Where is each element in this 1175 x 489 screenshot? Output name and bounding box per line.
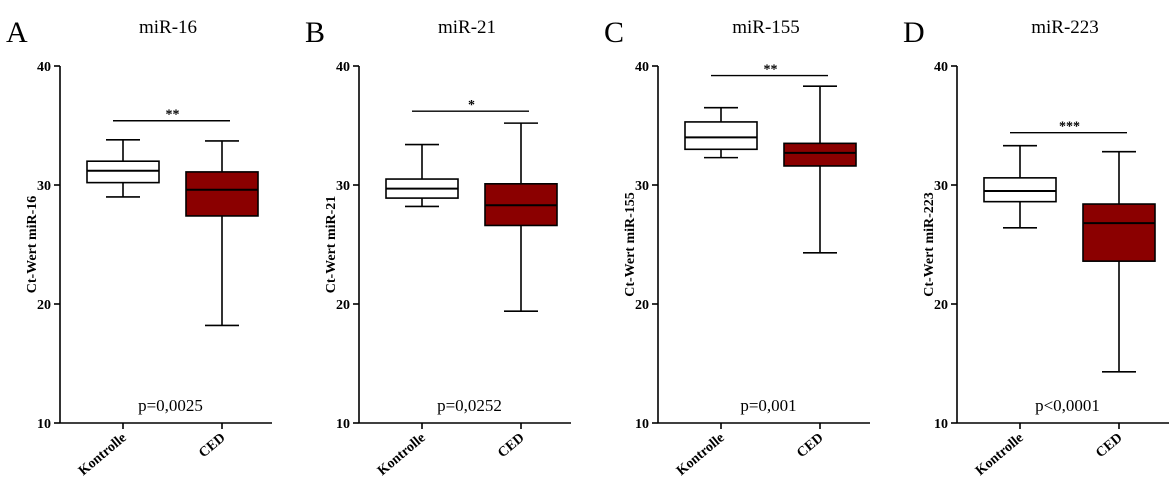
y-axis-label: Ct-Wert miR-16 xyxy=(25,196,40,294)
p-value: p=0,001 xyxy=(740,396,796,415)
y-tick-label: 30 xyxy=(635,179,649,194)
panel-title: miR-16 xyxy=(139,17,197,38)
iqr-box xyxy=(86,160,160,184)
significance-stars: ** xyxy=(764,63,778,78)
x-tick-label: CED xyxy=(196,431,228,461)
p-value: p=0,0252 xyxy=(437,396,502,415)
y-tick-label: 10 xyxy=(934,417,948,432)
iqr-box xyxy=(684,121,758,151)
x-tick-label: CED xyxy=(495,431,527,461)
iqr-box xyxy=(983,177,1057,203)
box-kontrolle xyxy=(385,143,459,208)
y-tick-label: 40 xyxy=(635,60,649,75)
y-axis-label: Ct-Wert miR-223 xyxy=(922,192,937,297)
x-tick-label: CED xyxy=(1093,431,1125,461)
y-tick-label: 20 xyxy=(635,298,649,313)
y-tick-label: 10 xyxy=(635,417,649,432)
panel-title: miR-155 xyxy=(732,17,800,38)
y-tick-label: 20 xyxy=(934,298,948,313)
panel-letter: C xyxy=(604,16,624,49)
box-ced xyxy=(484,122,558,312)
significance-stars: *** xyxy=(1059,120,1080,135)
box-kontrolle xyxy=(86,138,160,198)
p-value: p<0,0001 xyxy=(1035,396,1100,415)
y-axis-label: Ct-Wert miR-155 xyxy=(623,192,638,297)
y-tick-label: 10 xyxy=(37,417,51,432)
significance-stars: ** xyxy=(166,108,180,123)
p-value: p=0,0025 xyxy=(138,396,203,415)
y-tick-label: 20 xyxy=(37,298,51,313)
box-ced xyxy=(1082,150,1156,373)
y-tick-label: 30 xyxy=(934,179,948,194)
y-tick-label: 10 xyxy=(336,417,350,432)
y-tick-label: 40 xyxy=(934,60,948,75)
panel-letter: A xyxy=(6,16,28,49)
y-axis-label: Ct-Wert miR-21 xyxy=(324,196,339,294)
panel-letter: B xyxy=(305,16,325,49)
x-tick-label: CED xyxy=(794,431,826,461)
panel-letter: D xyxy=(903,16,925,49)
x-tick-label: Kontrolle xyxy=(76,431,130,479)
box-kontrolle xyxy=(684,106,758,159)
significance-stars: * xyxy=(468,98,475,113)
box-ced xyxy=(185,140,259,327)
panel-title: miR-21 xyxy=(438,17,496,38)
y-tick-label: 30 xyxy=(336,179,350,194)
iqr-box xyxy=(185,171,259,217)
y-tick-label: 40 xyxy=(336,60,350,75)
iqr-box xyxy=(783,142,857,167)
y-tick-label: 30 xyxy=(37,179,51,194)
y-tick-label: 20 xyxy=(336,298,350,313)
box-kontrolle xyxy=(983,144,1057,229)
iqr-box xyxy=(1082,203,1156,262)
x-tick-label: Kontrolle xyxy=(674,431,728,479)
x-tick-label: Kontrolle xyxy=(973,431,1027,479)
box-ced xyxy=(783,85,857,254)
panel-title: miR-223 xyxy=(1031,17,1099,38)
y-tick-label: 40 xyxy=(37,60,51,75)
x-tick-label: Kontrolle xyxy=(375,431,429,479)
